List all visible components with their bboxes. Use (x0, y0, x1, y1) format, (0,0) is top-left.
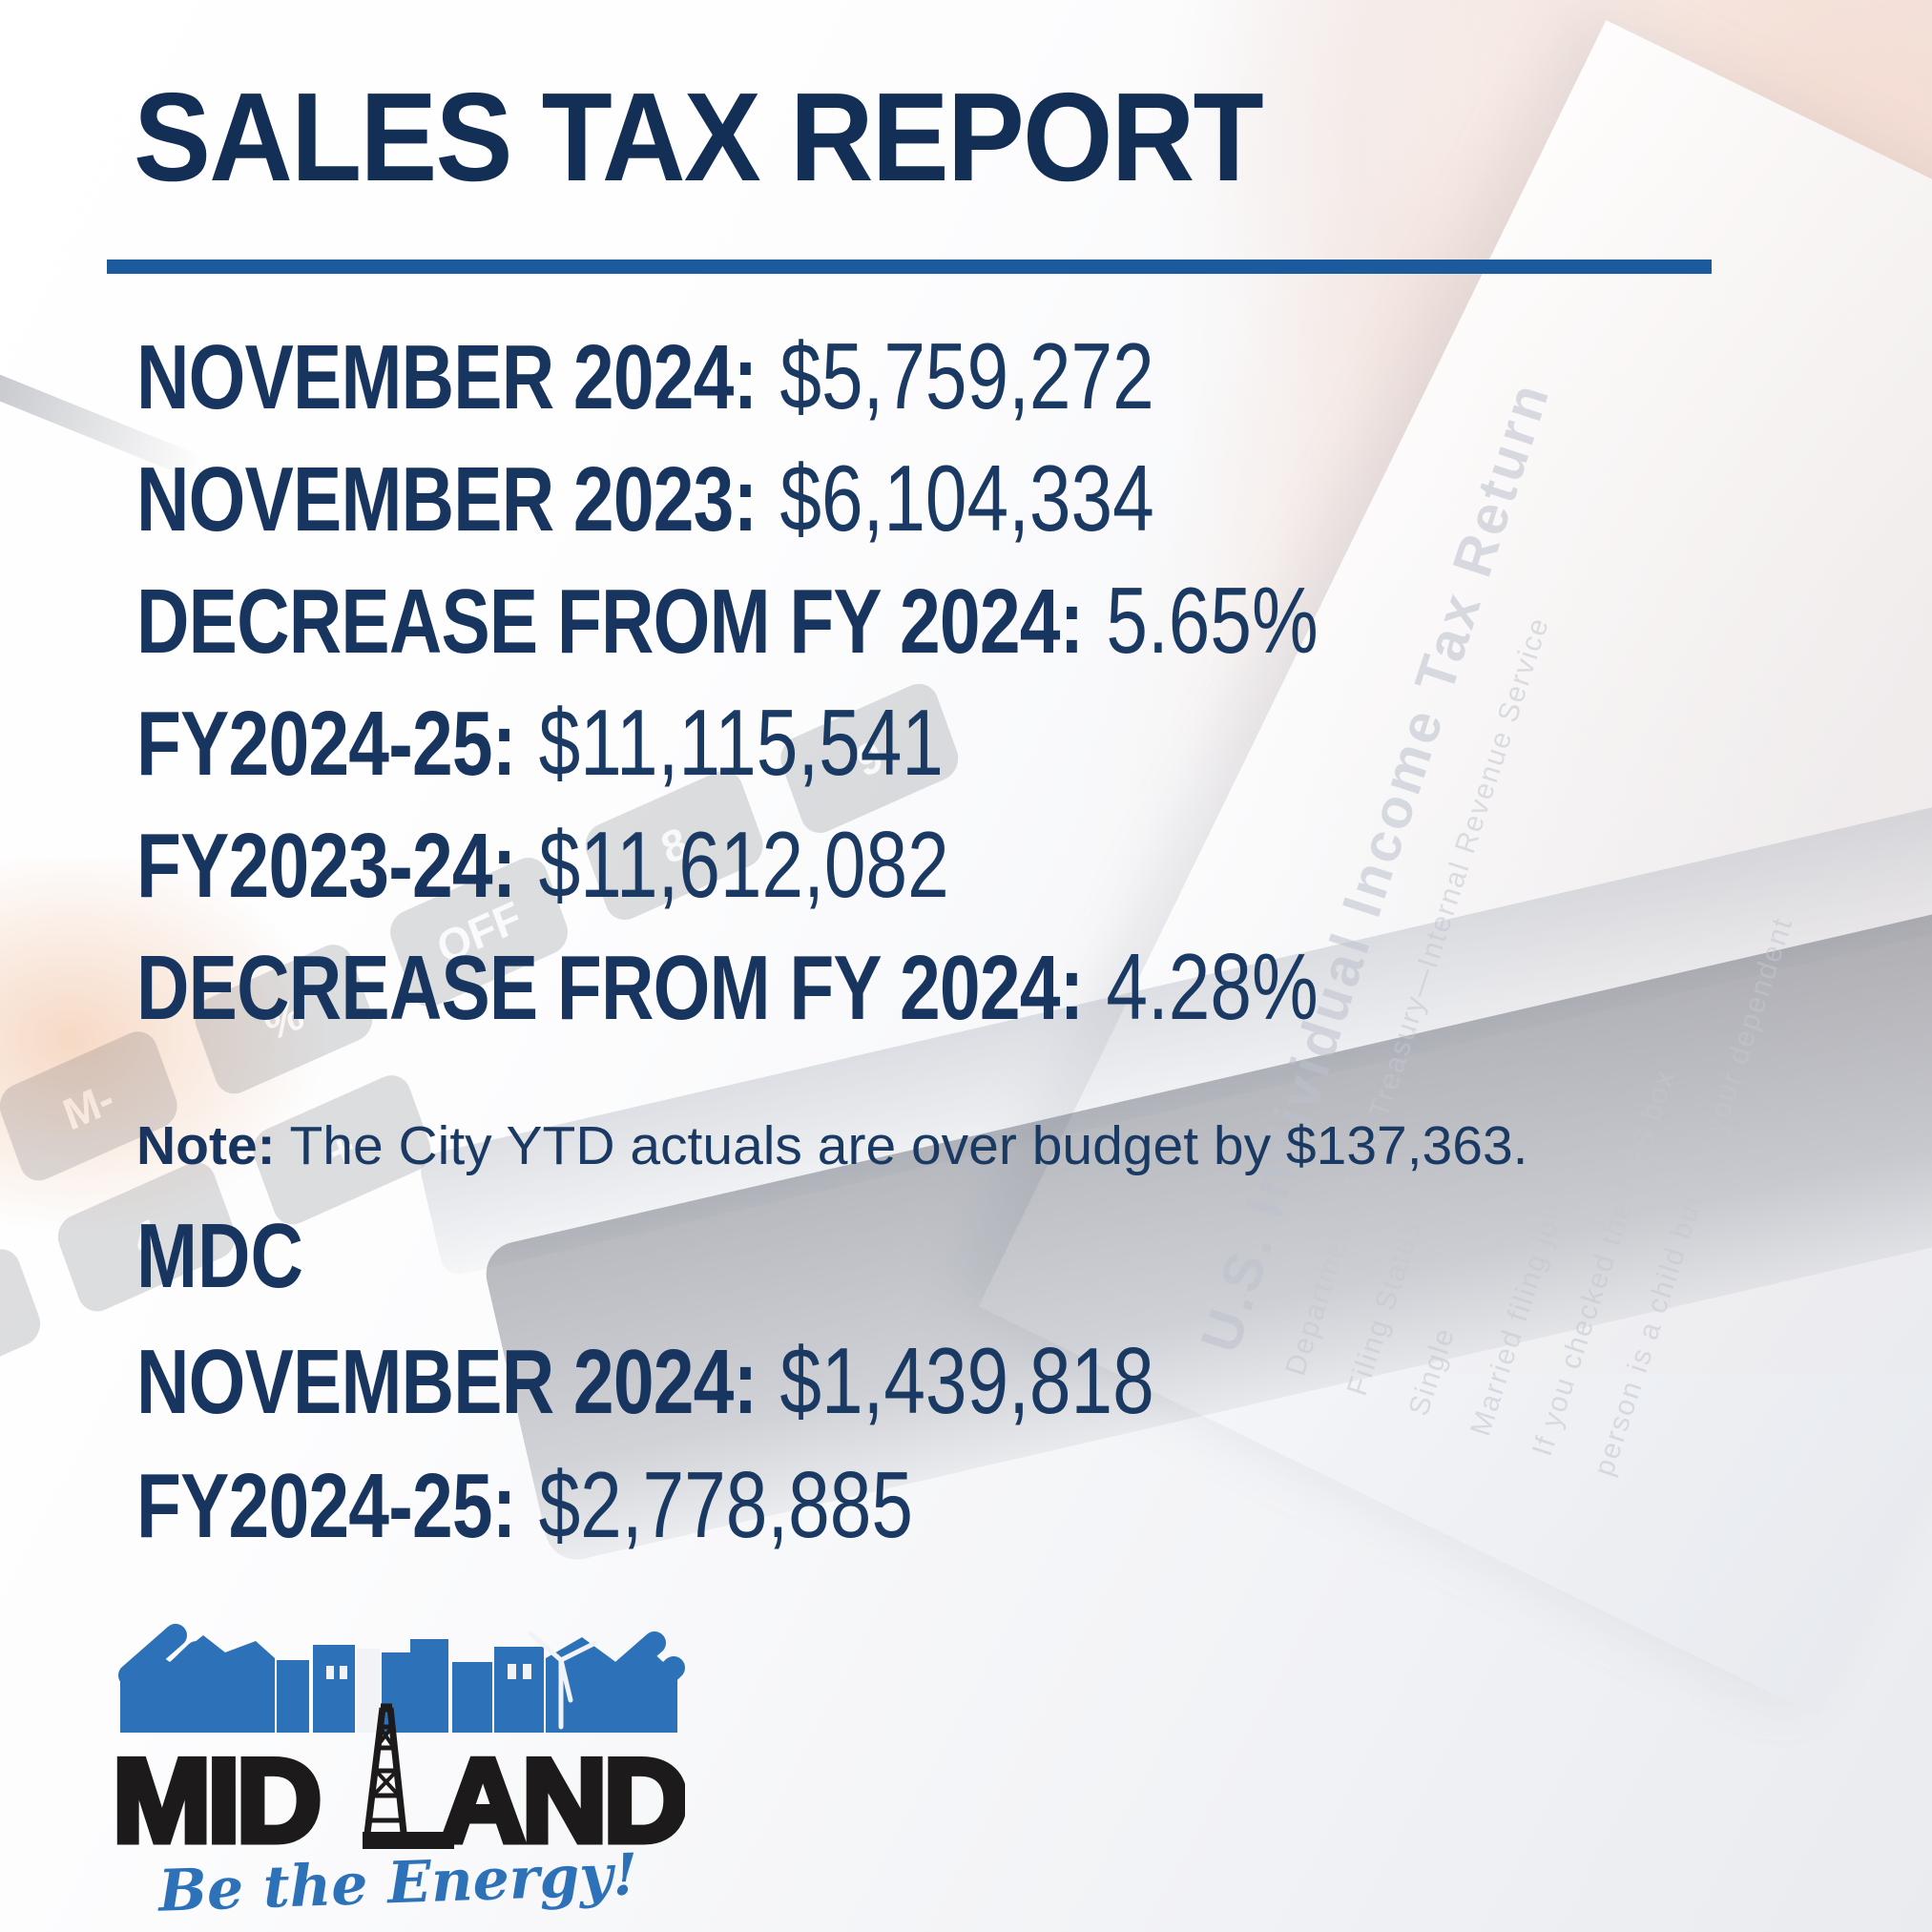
oil-derrick-icon (363, 1703, 454, 1849)
line-label: NOVEMBER 2024: (136, 326, 758, 428)
line-value: $6,104,334 (779, 446, 1154, 551)
mdc-section: MDC NOVEMBER 2024: $1,439,818 FY2024-25: $… (136, 1195, 1408, 1567)
note-label: Note: (136, 1115, 276, 1176)
line-value: $2,778,885 (538, 1452, 913, 1557)
line-value: $5,759,272 (779, 323, 1154, 428)
line-label: FY2024-25: (136, 1455, 516, 1557)
skyline-scribble (118, 1624, 685, 1723)
budget-note: Note: The City YTD actuals are over budg… (136, 1114, 1528, 1177)
page-title: SALES TAX REPORT (134, 67, 1264, 207)
report-line: FY2024-25: $11,115,541 (136, 681, 1613, 803)
report-line: DECREASE FROM FY 2024: 4.28% (136, 925, 1613, 1048)
midland-wordmark: MID AND (110, 1703, 693, 1871)
logo-text-and: AND (440, 1735, 685, 1867)
line-value: $11,612,082 (538, 812, 949, 917)
report-line: FY2024-25: $2,778,885 (136, 1443, 1408, 1567)
line-label: DECREASE FROM FY 2024: (136, 571, 1084, 673)
line-label: NOVEMBER 2023: (136, 448, 758, 551)
report-line: DECREASE FROM FY 2024: 5.65% (136, 559, 1613, 681)
line-value: $1,439,818 (779, 1328, 1154, 1433)
city-report-lines: NOVEMBER 2024: $5,759,272 NOVEMBER 2023: $… (136, 315, 1613, 1048)
line-value: 5.65% (1106, 568, 1319, 673)
skyline-building-gaps (326, 1649, 531, 1733)
midland-logo: MID AND (110, 1620, 693, 1925)
note-text: The City YTD actuals are over budget by … (275, 1115, 1528, 1176)
line-value: 4.28% (1106, 934, 1319, 1039)
report-line: NOVEMBER 2023: $6,104,334 (136, 437, 1613, 559)
mdc-heading: MDC (136, 1205, 303, 1307)
line-label: FY2024-25: (136, 693, 516, 795)
report-line: NOVEMBER 2024: $1,439,818 (136, 1319, 1408, 1443)
report-line: NOVEMBER 2024: $5,759,272 (136, 315, 1613, 437)
line-label: NOVEMBER 2024: (136, 1331, 758, 1433)
calculator-key: 6 (0, 1242, 47, 1405)
midland-logo-graphic: MID AND (110, 1624, 693, 1925)
tax-form-line: person is a child but not your dependent (1588, 913, 1799, 1481)
wind-turbine-icon (528, 1631, 598, 1730)
line-label: DECREASE FROM FY 2024: (136, 937, 1084, 1039)
line-value: $11,115,541 (538, 690, 944, 795)
logo-text-mid: MID (113, 1735, 318, 1867)
title-underline (107, 260, 1712, 274)
line-label: FY2023-24: (136, 815, 516, 917)
report-line: FY2023-24: $11,612,082 (136, 803, 1613, 925)
